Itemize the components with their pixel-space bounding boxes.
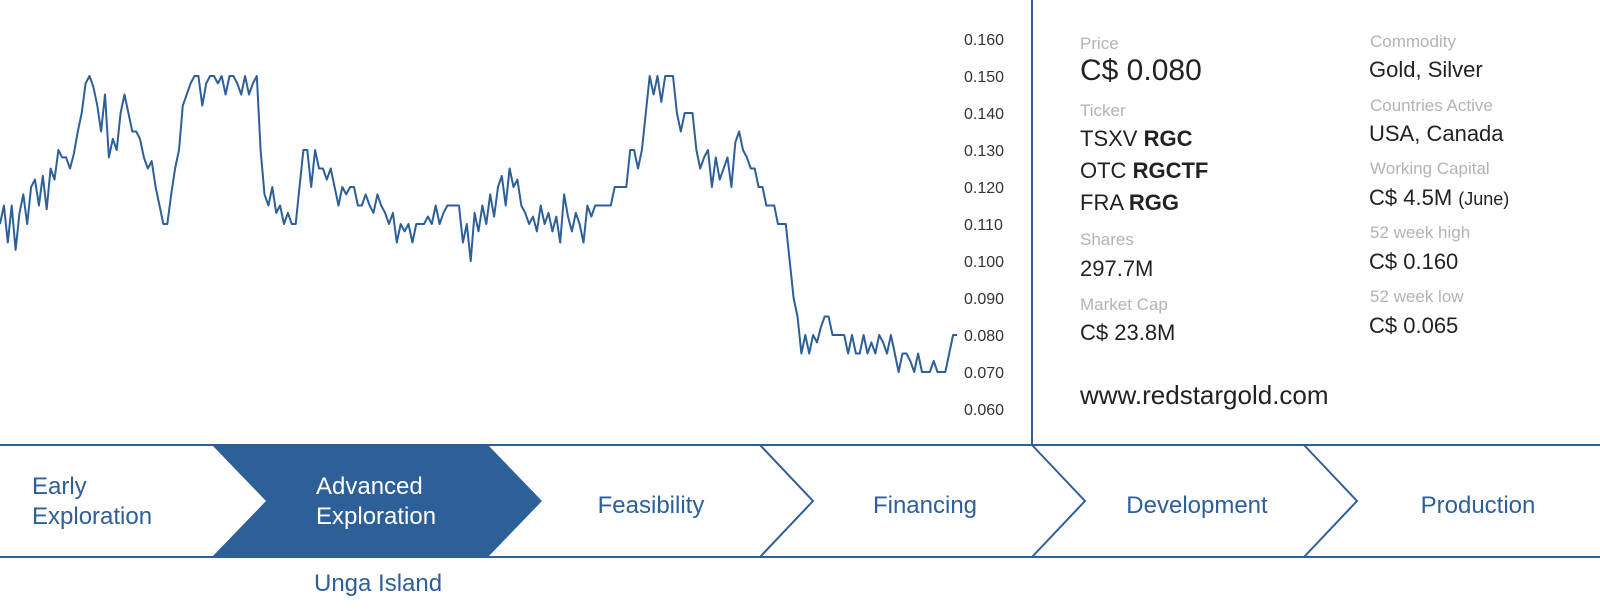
countries-value: USA, Canada	[1369, 121, 1504, 146]
chevron-financing	[1031, 444, 1087, 558]
working-capital-value: C$ 4.5M (June)	[1369, 185, 1509, 211]
y-tick-label: 0.080	[964, 328, 1004, 345]
y-tick-label: 0.140	[964, 106, 1004, 123]
chevron-feasibility	[759, 444, 815, 558]
countries-label: Countries Active	[1370, 96, 1493, 115]
ticker-label: Ticker	[1080, 101, 1126, 120]
y-tick-label: 0.160	[964, 32, 1004, 49]
y-tick-label: 0.100	[964, 254, 1004, 271]
price-chart: 0.160 0.150 0.140 0.130 0.120 0.110 0.100 0.090…	[0, 32, 1004, 419]
y-tick-label: 0.090	[964, 291, 1004, 308]
project-pipeline	[0, 444, 1600, 558]
shares-label: Shares	[1080, 230, 1134, 249]
y-tick-label: 0.070	[964, 365, 1004, 382]
y-tick-label: 0.150	[964, 69, 1004, 86]
active-stage-arrow	[212, 445, 542, 557]
working-capital-note: (June)	[1458, 189, 1510, 209]
low52-value: C$ 0.065	[1369, 313, 1459, 338]
high52-value: C$ 0.160	[1369, 249, 1459, 274]
market-cap-label: Market Cap	[1080, 295, 1168, 314]
stage-financing: Financing	[872, 492, 978, 519]
website-link[interactable]: www.redstargold.com	[1080, 380, 1329, 410]
project-name: Unga Island	[314, 570, 443, 597]
stage-line: Exploration	[316, 503, 437, 530]
ticker-otc: OTC RGCTF	[1080, 158, 1208, 184]
stage-development: Development	[1126, 492, 1268, 519]
price-value: C$ 0.080	[1080, 54, 1202, 87]
commodity-value: Gold, Silver	[1369, 57, 1483, 82]
working-capital-label: Working Capital	[1370, 159, 1490, 178]
ticker-symbol: RGCTF	[1132, 158, 1209, 183]
y-tick-label: 0.120	[964, 180, 1004, 197]
price-line	[0, 75, 957, 373]
price-label: Price	[1080, 34, 1119, 53]
vertical-divider	[1031, 0, 1033, 446]
commodity-label: Commodity	[1370, 32, 1456, 51]
ticker-symbol: RGG	[1128, 190, 1180, 215]
stage-early-exploration: Early Exploration	[32, 472, 152, 532]
exchange-name: TSXV	[1080, 126, 1138, 151]
ticker-symbol: RGC	[1143, 126, 1193, 151]
stage-line: Exploration	[32, 503, 153, 530]
working-capital-amount: C$ 4.5M	[1369, 185, 1453, 210]
shares-value: 297.7M	[1080, 256, 1154, 281]
market-cap-value: C$ 23.8M	[1080, 320, 1176, 345]
stage-production: Production	[1420, 492, 1536, 519]
exchange-name: FRA	[1080, 190, 1123, 215]
chevron-development	[1303, 444, 1359, 558]
stage-line: Advanced	[316, 473, 423, 500]
ticker-tsxv: TSXV RGC	[1080, 126, 1192, 152]
high52-label: 52 week high	[1370, 223, 1471, 242]
exchange-name: OTC	[1080, 158, 1127, 183]
stage-advanced-exploration: Advanced Exploration	[316, 472, 436, 532]
y-tick-label: 0.060	[964, 402, 1004, 419]
stage-line: Early	[32, 473, 87, 500]
low52-label: 52 week low	[1370, 287, 1464, 306]
ticker-fra: FRA RGG	[1080, 190, 1179, 216]
y-tick-label: 0.110	[964, 217, 1003, 234]
y-tick-label: 0.130	[964, 143, 1004, 160]
stage-feasibility: Feasibility	[597, 492, 705, 519]
